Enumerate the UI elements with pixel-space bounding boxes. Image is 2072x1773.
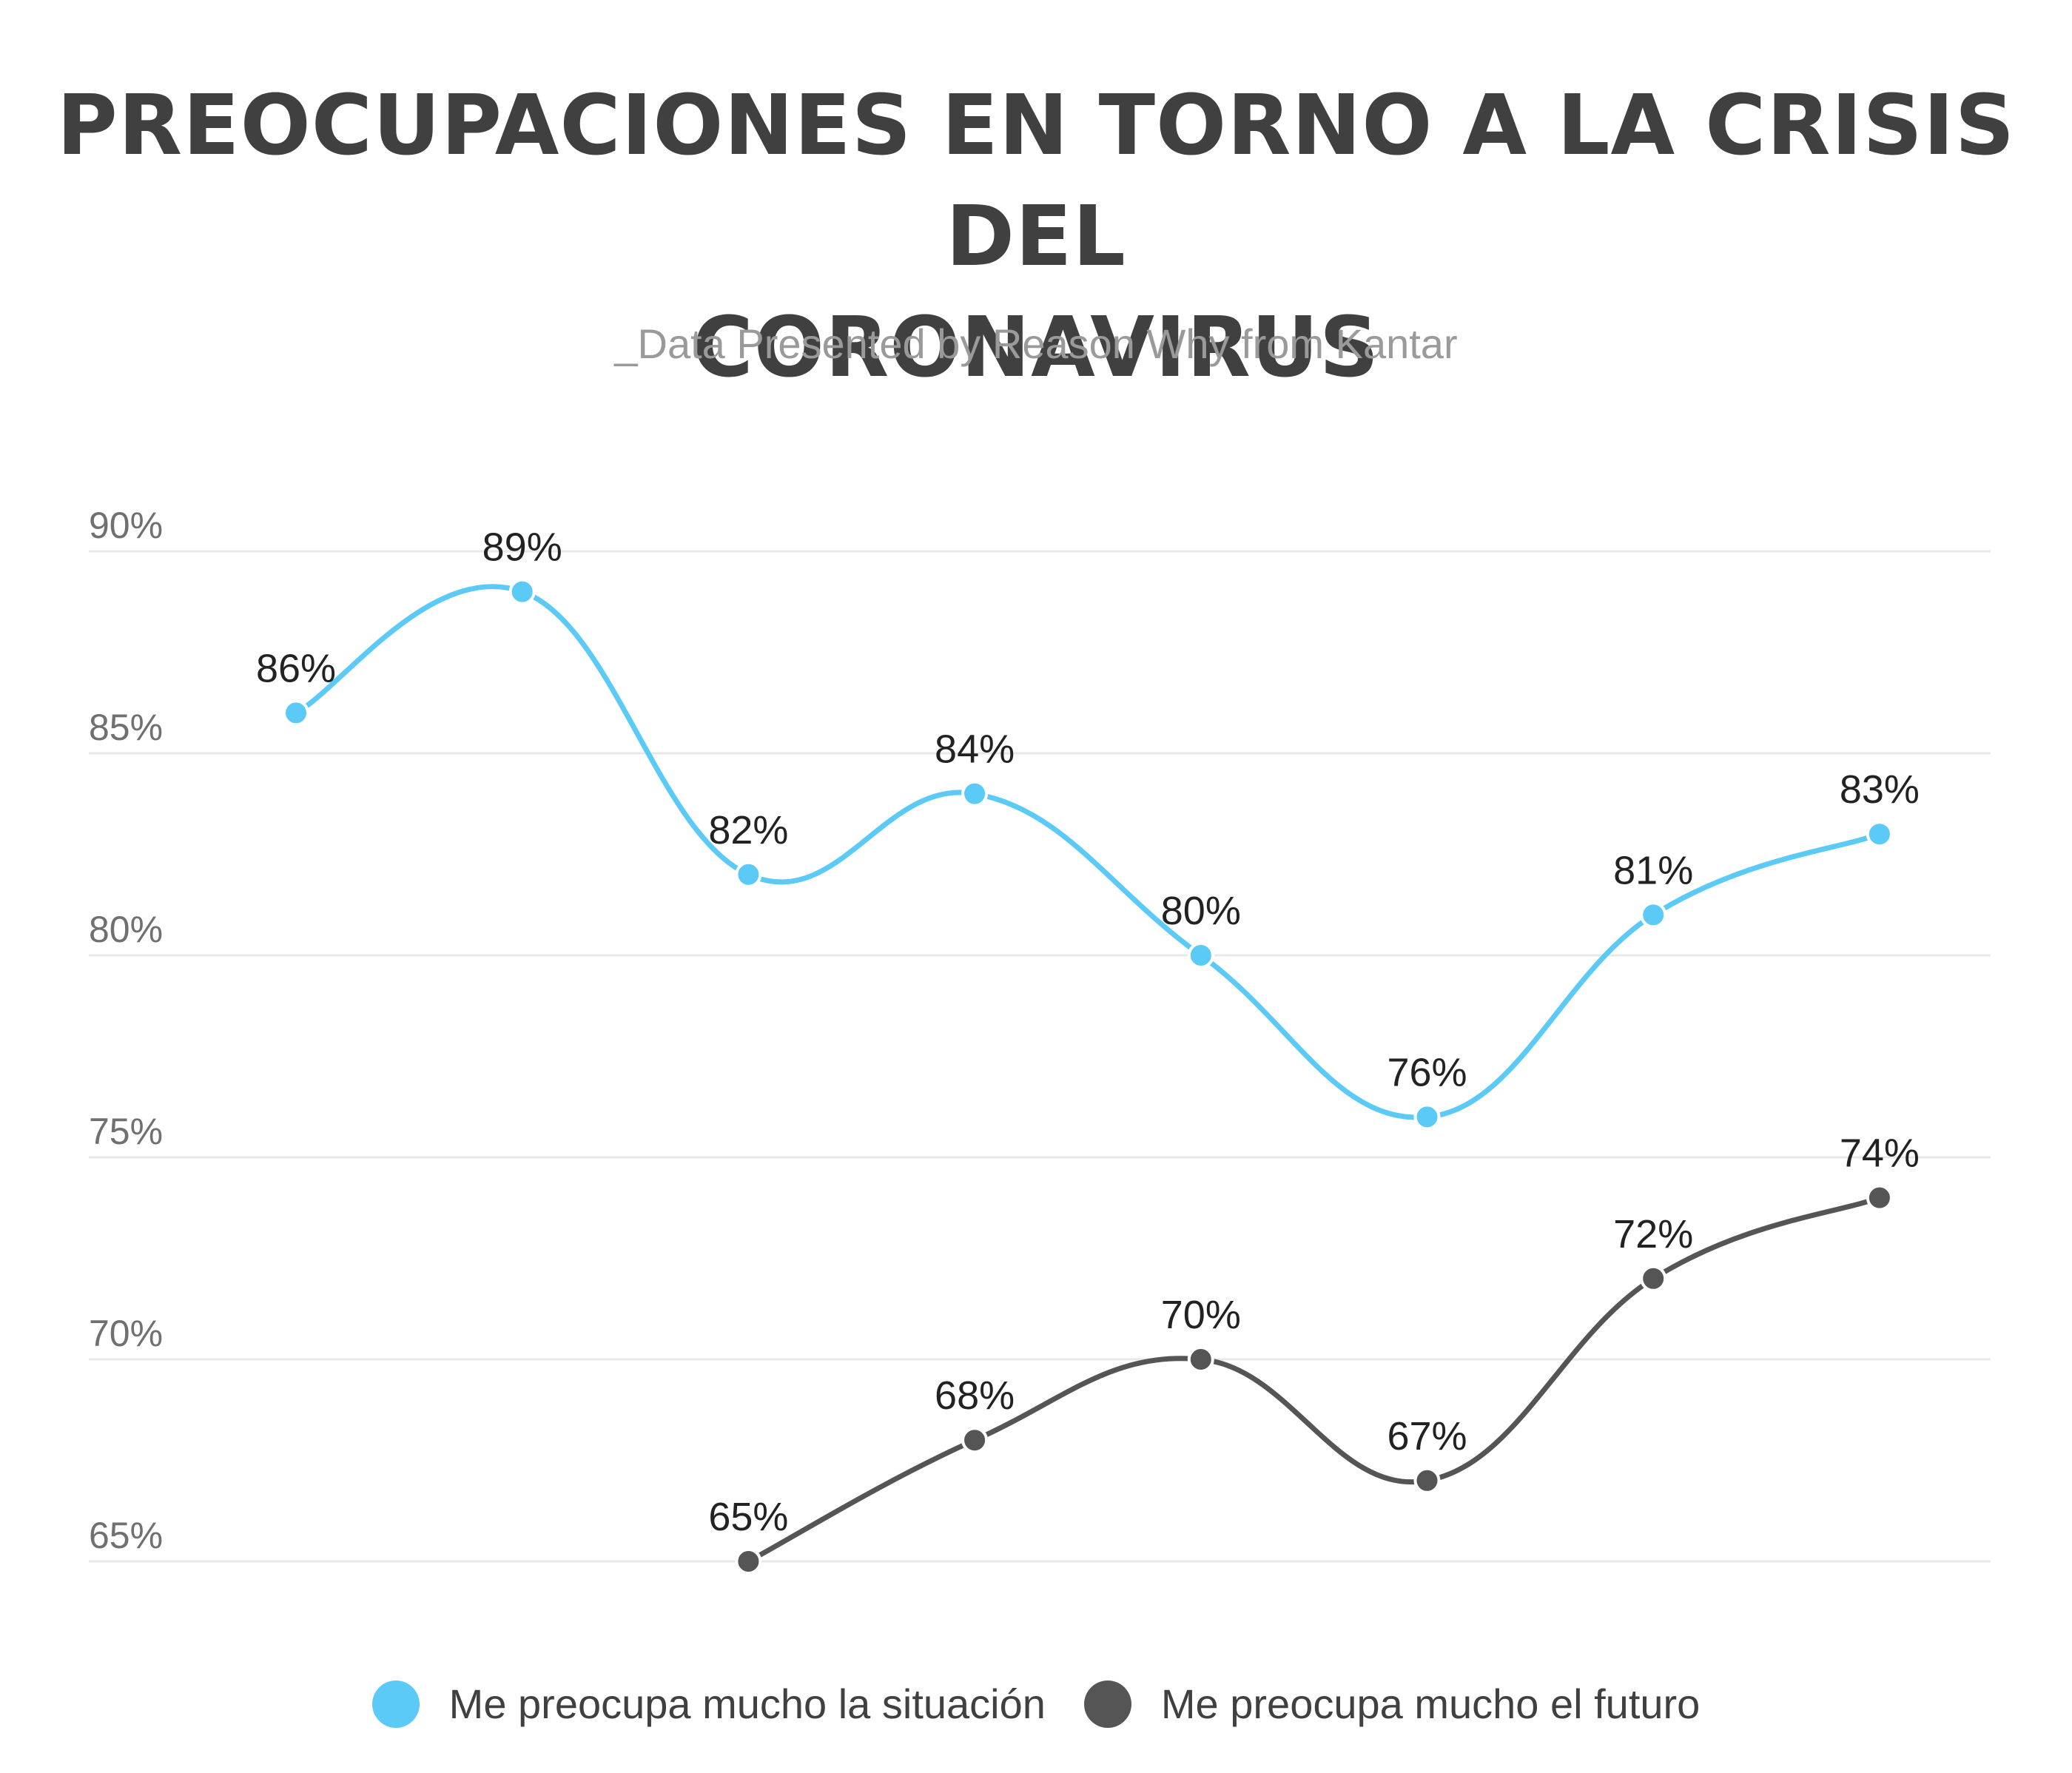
data-label: 84% — [935, 727, 1015, 772]
data-label: 76% — [1387, 1050, 1467, 1094]
data-point[interactable] — [1413, 1103, 1441, 1131]
data-label: 89% — [482, 525, 562, 570]
y-tick-label: 80% — [89, 909, 163, 950]
data-point[interactable] — [1640, 1265, 1667, 1292]
data-point[interactable] — [1187, 1346, 1214, 1373]
data-label: 74% — [1840, 1131, 1920, 1176]
data-label: 82% — [708, 808, 788, 852]
data-label: 86% — [256, 646, 336, 690]
grid-lines — [89, 550, 1991, 1563]
legend-swatch-situacion — [371, 1680, 420, 1728]
chart-legend: Me preocupa mucho la situación Me preocu… — [0, 1680, 2072, 1728]
legend-item-futuro[interactable]: Me preocupa mucho el futuro — [1083, 1680, 1701, 1728]
data-point[interactable] — [735, 861, 762, 888]
y-tick-label: 65% — [89, 1515, 163, 1556]
data-point[interactable] — [1640, 901, 1667, 929]
data-labels: 86% 89% 82% 84% 80% 76% 81% 83% 65% 68% 70% 67% 72% 7… — [256, 525, 1920, 1539]
chart-title-line-1: PREOCUPACIONES EN TORNO A LA CRISIS DEL — [56, 78, 2016, 285]
series-points — [283, 578, 1893, 1575]
legend-label-futuro: Me preocupa mucho el futuro — [1160, 1681, 1701, 1727]
data-point[interactable] — [1413, 1467, 1441, 1494]
data-label: 83% — [1840, 767, 1920, 812]
data-point[interactable] — [508, 578, 536, 605]
data-label: 72% — [1613, 1212, 1693, 1256]
legend-label-situacion: Me preocupa mucho la situación — [448, 1681, 1046, 1727]
data-point[interactable] — [961, 1427, 989, 1454]
y-tick-label: 75% — [89, 1111, 163, 1152]
data-label: 80% — [1161, 889, 1241, 933]
series-line-2 — [745, 1195, 1883, 1564]
series-lines — [293, 584, 1883, 1564]
chart-title-line-2: CORONAVIRUS — [692, 300, 1380, 396]
data-label: 68% — [935, 1373, 1015, 1418]
data-label: 70% — [1161, 1293, 1241, 1337]
y-axis-ticks: 90% 85% 80% 75% 70% 65% — [89, 505, 163, 1556]
data-point[interactable] — [1866, 1184, 1893, 1211]
data-point[interactable] — [283, 699, 309, 727]
legend-swatch-futuro — [1083, 1680, 1131, 1728]
chart-subtitle: _Data Presented by Reason Why from Kanta… — [614, 320, 1458, 367]
data-point[interactable] — [1187, 942, 1214, 969]
data-label: 81% — [1613, 848, 1693, 892]
series-line-1 — [293, 584, 1883, 1120]
data-label: 65% — [708, 1495, 788, 1539]
data-point[interactable] — [961, 780, 989, 807]
data-point[interactable] — [1866, 821, 1893, 848]
y-tick-label: 70% — [89, 1313, 163, 1354]
y-tick-label: 85% — [89, 707, 163, 748]
y-tick-label: 90% — [89, 505, 163, 546]
legend-item-situacion[interactable]: Me preocupa mucho la situación — [371, 1680, 1046, 1728]
data-point[interactable] — [735, 1548, 762, 1575]
chart-title: PREOCUPACIONES EN TORNO A LA CRISIS DEL … — [0, 70, 2072, 403]
data-label: 67% — [1387, 1414, 1467, 1459]
